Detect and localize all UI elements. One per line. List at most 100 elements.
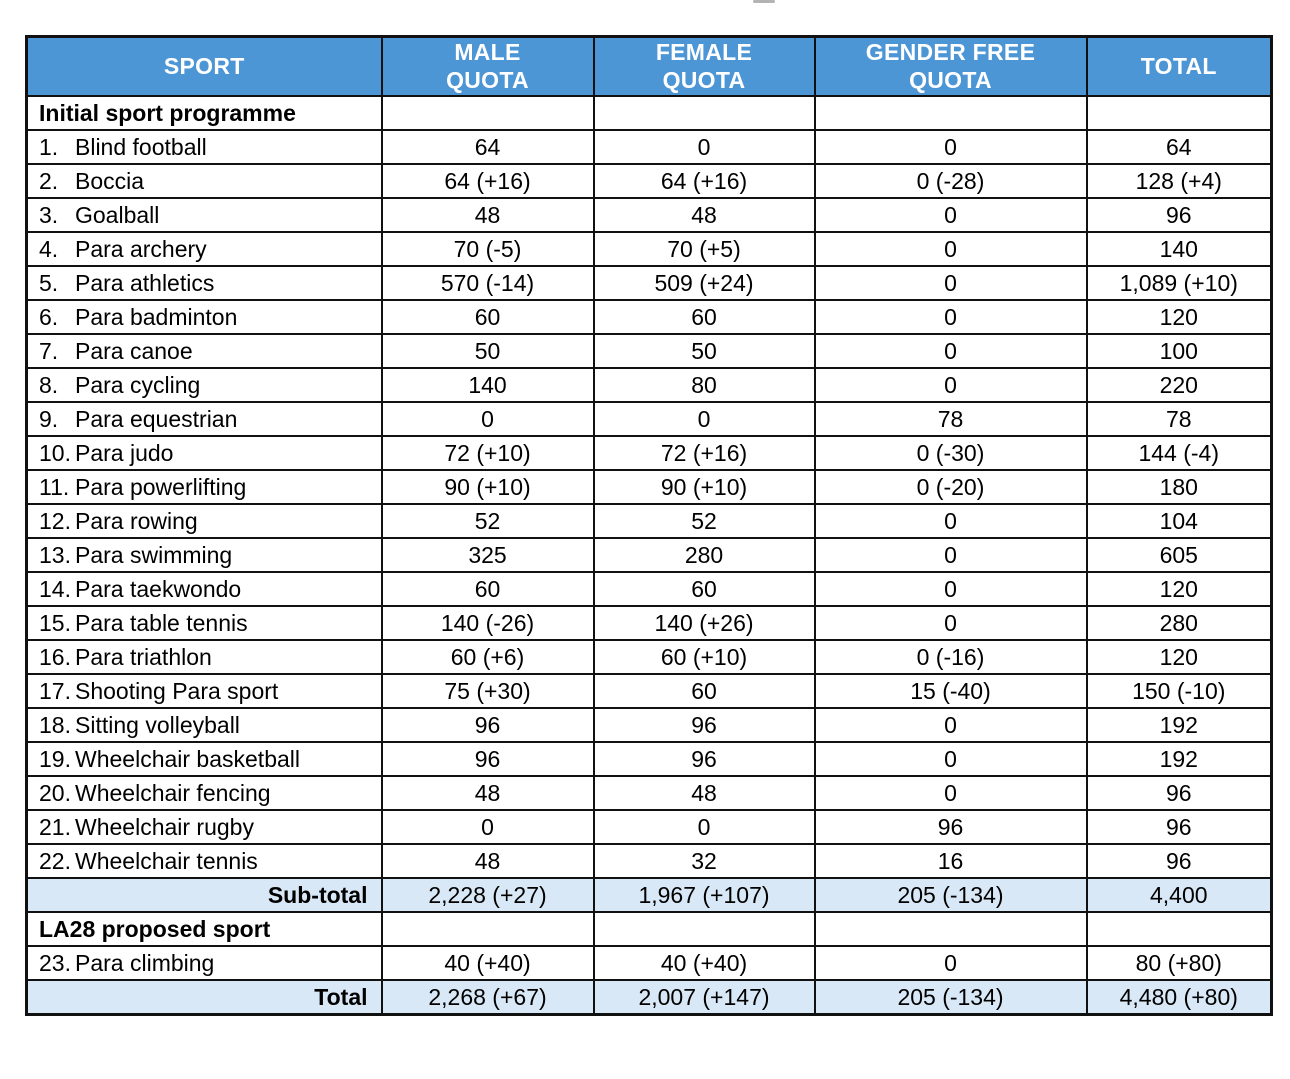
sport-name: Para rowing [75,507,198,534]
total-quota-cell: 192 [1085,707,1273,743]
row-number: 2. [39,167,59,194]
female-quota-cell: 72 (+16) [592,435,816,471]
male-quota-cell [380,911,595,947]
female-quota-cell: 90 (+10) [592,469,816,505]
female-quota-cell: 64 (+16) [592,163,816,199]
sport-row: 6. Para badminton 60 60 0 120 [25,299,1273,335]
gender-free-quota-cell: 0 [813,707,1088,743]
female-quota-cell: 60 (+10) [592,639,816,675]
male-quota-cell: 2,268 (+67) [380,979,595,1016]
female-quota-cell: 1,967 (+107) [592,877,816,913]
total-quota-cell: 96 [1085,809,1273,845]
sport-cell: 12. Para rowing [25,503,383,539]
sport-cell: 6. Para badminton [25,299,383,335]
total-quota-cell: 96 [1085,775,1273,811]
male-quota-cell: 40 (+40) [380,945,595,981]
sport-name: Shooting Para sport [75,677,279,704]
male-quota-cell: 325 [380,537,595,573]
sport-name: Wheelchair basketball [75,745,301,772]
male-quota-cell: 96 [380,707,595,743]
col-header-gender-free-quota: GENDER FREE QUOTA [813,35,1088,97]
sport-row: 16. Para triathlon 60 (+6) 60 (+10) 0 (-16) 1… [25,639,1273,675]
female-quota-cell: 2,007 (+147) [592,979,816,1016]
sport-cell: 19. Wheelchair basketball [25,741,383,777]
female-quota-cell: 60 [592,571,816,607]
row-number: 16. [39,643,71,670]
sport-cell: 13. Para swimming [25,537,383,573]
male-quota-cell: 48 [380,197,595,233]
sport-cell: 7. Para canoe [25,333,383,369]
female-quota-cell: 32 [592,843,816,879]
summary-row: Total 2,268 (+67) 2,007 (+147) 205 (-134) 4,… [25,979,1273,1016]
sport-name: Boccia [75,167,145,194]
total-quota-cell: 605 [1085,537,1273,573]
total-quota-cell: 100 [1085,333,1273,369]
sport-row: 22. Wheelchair tennis 48 32 16 96 [25,843,1273,879]
gender-free-quota-cell: 15 (-40) [813,673,1088,709]
col-header-male-quota: MALE QUOTA [380,35,595,97]
female-quota-cell: 70 (+5) [592,231,816,267]
total-quota-cell: 96 [1085,843,1273,879]
total-quota-cell: 78 [1085,401,1273,437]
male-quota-cell: 52 [380,503,595,539]
male-quota-cell: 60 (+6) [380,639,595,675]
sport-row: 19. Wheelchair basketball 96 96 0 192 [25,741,1273,777]
female-quota-cell: 60 [592,299,816,335]
sport-row: 18. Sitting volleyball 96 96 0 192 [25,707,1273,743]
total-quota-cell: 120 [1085,639,1273,675]
sport-row: 13. Para swimming 325 280 0 605 [25,537,1273,573]
gender-free-quota-cell: 0 [813,197,1088,233]
male-quota-cell: 0 [380,401,595,437]
gender-free-quota-cell: 205 (-134) [813,877,1088,913]
sport-cell: 10. Para judo [25,435,383,471]
total-quota-cell: 1,089 (+10) [1085,265,1273,301]
gender-free-quota-cell: 0 [813,503,1088,539]
female-quota-cell: 280 [592,537,816,573]
sport-cell: 5. Para athletics [25,265,383,301]
sport-name: Para table tennis [75,609,248,636]
sport-cell: 8. Para cycling [25,367,383,403]
table-header: SPORT MALE QUOTA FEMALE QUOTA GENDER FRE… [25,35,1273,97]
sport-cell: 20. Wheelchair fencing [25,775,383,811]
female-quota-cell [592,95,816,131]
gender-free-quota-cell: 205 (-134) [813,979,1088,1016]
quota-table: SPORT MALE QUOTA FEMALE QUOTA GENDER FRE… [25,35,1273,1016]
gender-free-quota-cell: 0 [813,775,1088,811]
row-number: 15. [39,609,71,636]
male-quota-cell: 570 (-14) [380,265,595,301]
total-quota-cell: 80 (+80) [1085,945,1273,981]
sport-row: 9. Para equestrian 0 0 78 78 [25,401,1273,437]
sport-row: 23. Para climbing 40 (+40) 40 (+40) 0 80 (+80… [25,945,1273,981]
row-number: 7. [39,337,59,364]
female-quota-cell: 96 [592,741,816,777]
sport-name: Wheelchair tennis [75,847,258,874]
total-quota-cell: 140 [1085,231,1273,267]
female-quota-cell: 96 [592,707,816,743]
gender-free-quota-cell: 0 [813,129,1088,165]
sport-cell: Sub-total [25,877,383,913]
male-quota-cell: 48 [380,775,595,811]
sport-cell: 9. Para equestrian [25,401,383,437]
sport-cell: 1. Blind football [25,129,383,165]
female-quota-cell: 52 [592,503,816,539]
row-number: 5. [39,269,59,296]
total-quota-cell: 144 (-4) [1085,435,1273,471]
sport-name: Blind football [75,133,207,160]
gender-free-quota-cell: 0 (-30) [813,435,1088,471]
sport-row: 15. Para table tennis 140 (-26) 140 (+26) 0 2… [25,605,1273,641]
gender-free-quota-cell [813,95,1088,131]
sport-name: Para badminton [75,303,238,330]
female-quota-cell: 140 (+26) [592,605,816,641]
male-quota-cell: 64 (+16) [380,163,595,199]
sport-cell: LA28 proposed sport [25,911,383,947]
female-quota-cell: 509 (+24) [592,265,816,301]
female-quota-cell: 0 [592,129,816,165]
sport-name: Wheelchair fencing [75,779,271,806]
row-number: 18. [39,711,71,738]
sport-name: Para climbing [75,949,215,976]
total-quota-cell: 4,480 (+80) [1085,979,1273,1016]
gender-free-quota-cell: 0 [813,299,1088,335]
male-quota-cell: 60 [380,299,595,335]
female-quota-cell: 0 [592,401,816,437]
female-quota-cell: 48 [592,775,816,811]
